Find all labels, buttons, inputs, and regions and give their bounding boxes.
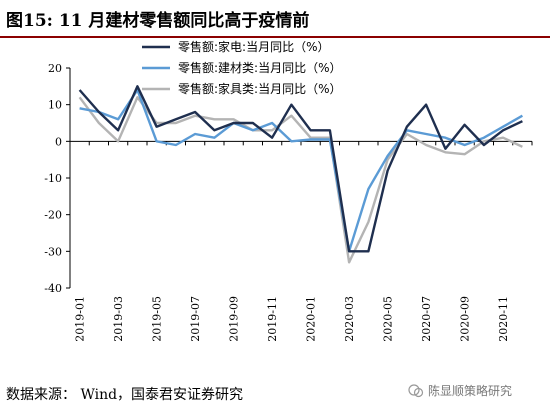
- y-tick-label: 20: [48, 62, 62, 75]
- x-tick-label: 2019-03: [112, 296, 125, 342]
- title-bar: 图15: 11 月建材零售额同比高于疫情前: [0, 0, 550, 38]
- legend-label-1: 零售额:建材类:当月同比（%）: [178, 60, 342, 75]
- x-tick-label: 2019-11: [266, 296, 279, 342]
- y-tick-label: -30: [44, 245, 62, 258]
- x-tick-label: 2020-09: [459, 296, 472, 342]
- series-lines: [78, 85, 523, 264]
- watermark-label: 陈显顺策略研究: [428, 384, 513, 398]
- x-tick-label: 2020-01: [305, 296, 318, 342]
- source-note: 数据来源： Wind，国泰君安证券研究: [6, 387, 244, 403]
- legend: 零售额:家电:当月同比（%） 零售额:建材类:当月同比（%） 零售额:家具类:当月同…: [142, 39, 342, 96]
- x-tick-label: 2019-05: [151, 296, 164, 342]
- legend-label-2: 零售额:家具类:当月同比（%）: [178, 81, 342, 96]
- x-tick-label: 2020-03: [343, 296, 356, 342]
- x-tick-label: 2019-07: [189, 296, 202, 342]
- wechat-icon: [408, 383, 424, 397]
- y-axis: 20 10 0 -10 -20 -30 -40: [44, 62, 71, 295]
- x-tick-label: 2020-07: [420, 296, 433, 342]
- x-tick-label: 2020-11: [497, 296, 510, 342]
- y-tick-label: 10: [48, 99, 62, 112]
- watermark: 陈显顺策略研究: [408, 382, 512, 399]
- x-tick-label: 2020-05: [382, 296, 395, 342]
- legend-label-0: 零售额:家电:当月同比（%）: [178, 39, 330, 54]
- series-line-0: [78, 85, 523, 253]
- series-line-1: [79, 88, 523, 253]
- x-axis: 2019-01 2019-03 2019-05 2019-07 2019-09 2019-…: [69, 140, 533, 342]
- y-tick-label: 0: [55, 135, 62, 148]
- x-tick-label: 2019-09: [228, 296, 241, 342]
- chart-title: 图15: 11 月建材零售额同比高于疫情前: [6, 11, 310, 31]
- y-tick-label: -10: [44, 172, 62, 185]
- x-tick-label: 2019-01: [74, 296, 87, 342]
- y-tick-label: -40: [44, 282, 62, 295]
- series-line-2: [78, 96, 523, 264]
- y-tick-label: -20: [44, 209, 62, 222]
